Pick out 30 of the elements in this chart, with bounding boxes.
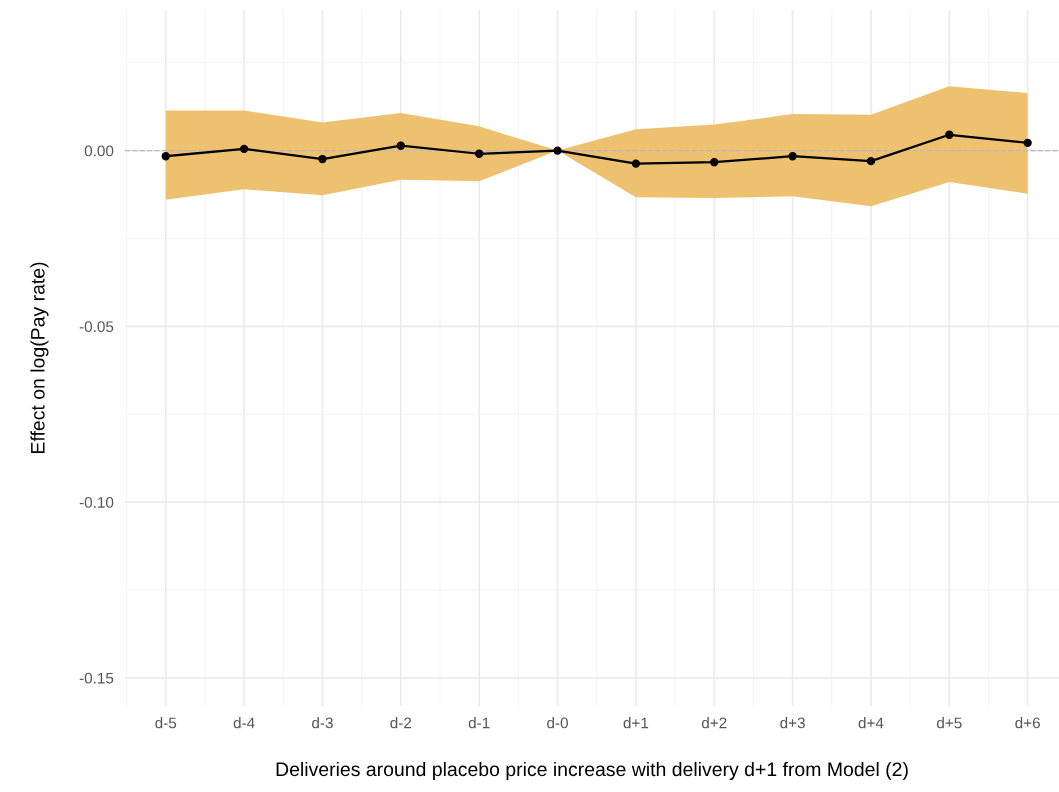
x-tick-label: d+1 — [623, 717, 649, 729]
x-axis-title: Deliveries around placebo price increase with delivery d+1 from Model (2) — [276, 761, 908, 781]
x-tick-label: d-1 — [468, 717, 490, 729]
x-tick-label: d+4 — [858, 717, 884, 729]
x-tick-label: d-2 — [390, 717, 412, 729]
y-tick-label: -0.15 — [79, 672, 114, 684]
point — [318, 154, 327, 164]
point — [1023, 138, 1032, 148]
point — [239, 144, 249, 154]
x-tick-label: d+5 — [936, 717, 962, 729]
point — [553, 146, 562, 155]
x-tick-label: d-0 — [547, 717, 568, 729]
point — [475, 149, 484, 158]
point — [866, 156, 876, 166]
point — [945, 130, 954, 139]
x-tick-label: d+2 — [701, 717, 727, 729]
x-tick-label: d+3 — [780, 717, 805, 729]
point — [631, 159, 641, 168]
point — [161, 152, 170, 161]
x-tick-label: d-3 — [312, 717, 333, 729]
y-tick-label: -0.10 — [79, 496, 114, 508]
point — [710, 158, 719, 167]
y-tick-label: -0.05 — [79, 321, 114, 333]
point — [788, 152, 797, 161]
y-axis-title: Effect on log(Pay rate) — [30, 262, 49, 453]
x-tick-label: d+6 — [1015, 717, 1040, 729]
y-tick-label: 0.00 — [84, 145, 114, 157]
x-tick-label: d-4 — [233, 717, 255, 729]
point — [396, 141, 405, 150]
x-tick-label: d-5 — [155, 717, 177, 729]
